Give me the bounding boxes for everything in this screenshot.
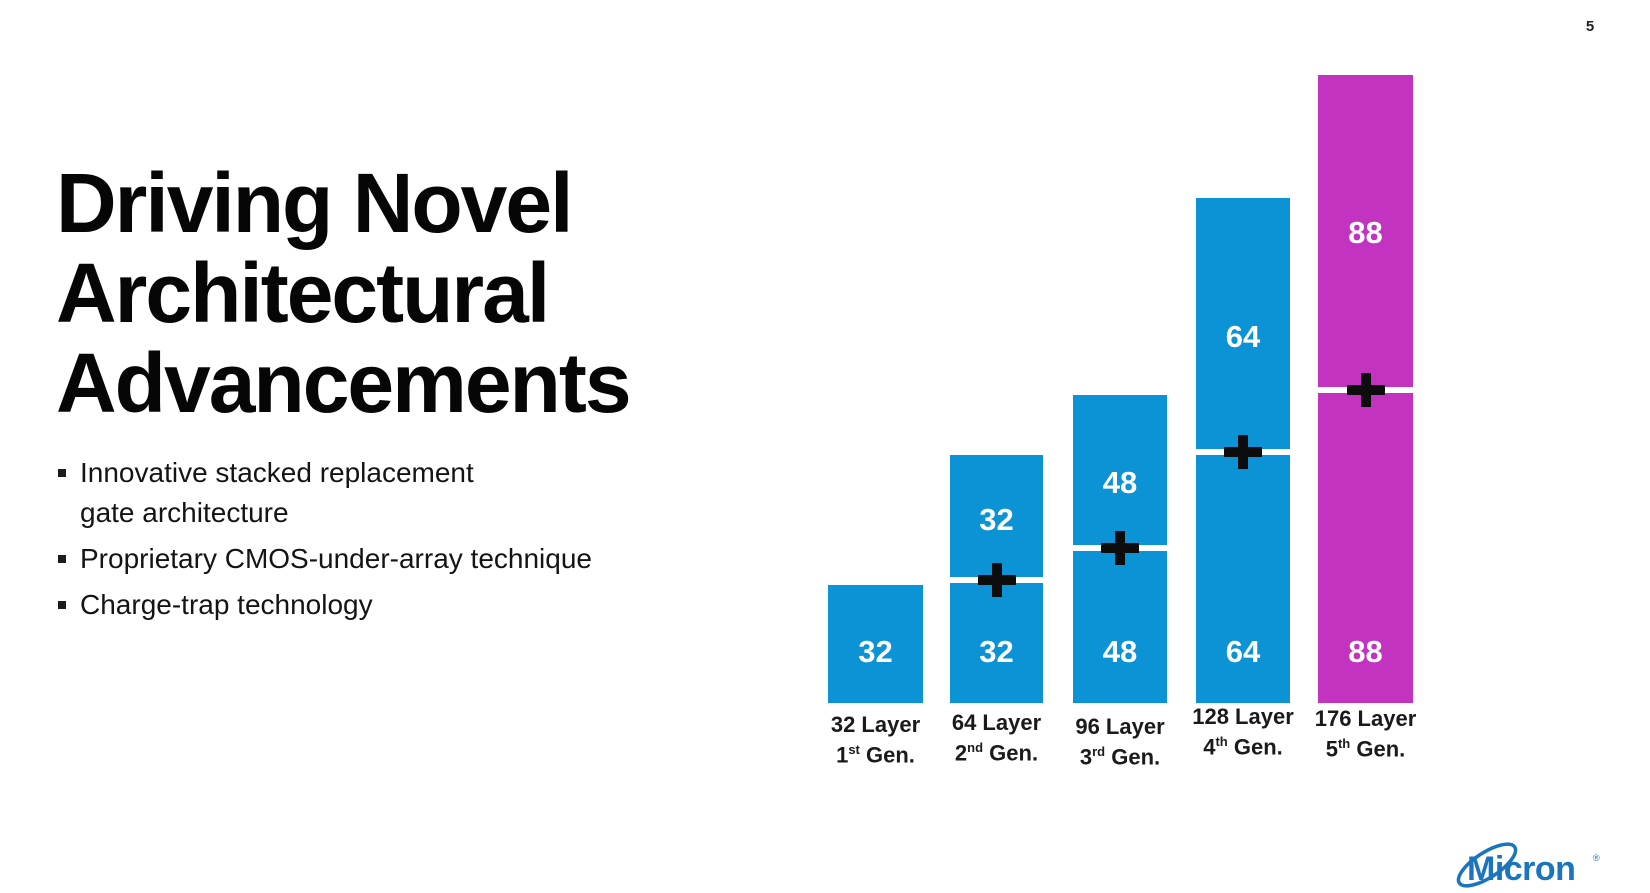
bullet-item-charge-trap: Charge-trap technology	[56, 585, 656, 625]
bullet-item-stacked-replacement-gate: Innovative stacked replacement gate arch…	[56, 453, 656, 533]
axis-label-line2: 2nd Gen.	[954, 740, 1039, 766]
bar-segment-label: 32	[858, 634, 893, 669]
ordinal-suffix: nd	[967, 740, 984, 755]
ordinal-suffix: th	[1215, 734, 1228, 749]
axis-label-line1: 32 Layer	[830, 712, 921, 737]
bar-128-layer: 64 64	[1196, 198, 1290, 703]
axis-label-96-layer: 96 Layer 3rd Gen.	[1045, 714, 1195, 769]
bar-32-layer: 32	[828, 585, 923, 703]
axis-label-64-layer: 64 Layer 2nd Gen.	[922, 710, 1072, 765]
ordinal-suffix: st	[848, 742, 860, 757]
axis-label-line1: 128 Layer	[1192, 704, 1294, 729]
axis-label-line2: 4th Gen.	[1203, 734, 1283, 760]
micron-logo-text: Micron	[1467, 850, 1575, 888]
bar-segment-label: 88	[1348, 634, 1383, 669]
bar-segment-label: 48	[1102, 634, 1138, 669]
slide-title: Driving Novel Architectural Advancements	[56, 156, 632, 430]
bullet-list: Innovative stacked replacement gate arch…	[56, 453, 656, 631]
axis-label-line1: 176 Layer	[1314, 706, 1417, 731]
axis-label-line2: 3rd Gen.	[1079, 744, 1161, 770]
axis-label-128-layer: 128 Layer 4th Gen.	[1168, 704, 1318, 759]
axis-label-line2: 5th Gen.	[1325, 736, 1406, 762]
page-number: 5	[1585, 18, 1595, 35]
bar-segment-label: 88	[1348, 215, 1383, 250]
bar-96-layer: 48 48	[1073, 395, 1167, 703]
micron-orbit-icon	[1456, 842, 1518, 888]
ordinal-suffix: rd	[1092, 744, 1106, 759]
bar-segment-label: 64	[1225, 634, 1261, 669]
axis-label-line2: 1st Gen.	[836, 742, 915, 768]
bar-64-layer: 32 32	[950, 455, 1043, 703]
plus-icon	[1224, 435, 1262, 469]
plus-icon	[1101, 531, 1139, 565]
ordinal-suffix: th	[1337, 736, 1351, 751]
axis-label-32-layer: 32 Layer 1st Gen.	[801, 712, 951, 767]
slide-title-line-2: Architectural	[56, 246, 550, 340]
axis-label-line1: 64 Layer	[951, 710, 1042, 735]
bar-segment-label: 64	[1225, 319, 1261, 354]
micron-logo: Micron ®	[1456, 842, 1600, 888]
plus-icon	[977, 563, 1016, 597]
bullet-item-cmos-under-array: Proprietary CMOS-under-array technique	[56, 539, 656, 579]
axis-label-line1: 96 Layer	[1075, 714, 1165, 739]
slide-title-line-3: Advancements	[56, 336, 632, 430]
bar-segment-label: 32	[979, 634, 1014, 669]
slide-title-line-1: Driving Novel	[56, 156, 573, 250]
registered-mark: ®	[1593, 853, 1600, 863]
bar-segment-label: 32	[979, 502, 1014, 537]
bar-segment-label: 48	[1102, 465, 1138, 500]
axis-label-176-layer: 176 Layer 5th Gen.	[1291, 706, 1441, 761]
bar-176-layer: 88 88	[1318, 75, 1413, 703]
plus-icon	[1346, 373, 1385, 407]
